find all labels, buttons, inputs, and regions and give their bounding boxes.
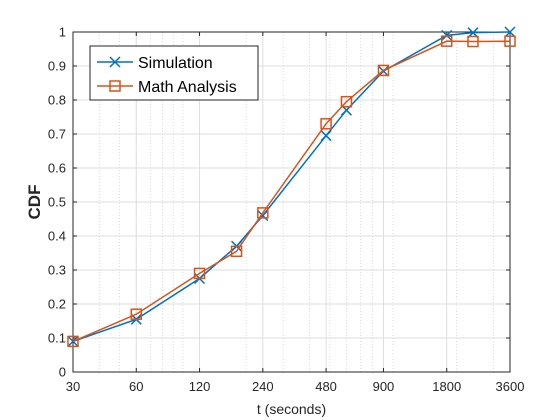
y-tick-label: 0.3 (48, 263, 66, 278)
x-tick-label: 1800 (432, 379, 461, 394)
simulation-point (504, 26, 516, 38)
x-axis-label: t (seconds) (257, 401, 326, 417)
legend: Simulation Math Analysis (89, 45, 259, 101)
x-tick-label: 60 (129, 379, 143, 394)
y-axis-label: CDF (25, 185, 44, 220)
legend-simulation-marker (109, 56, 121, 68)
major-grid (73, 32, 510, 372)
y-tick-label: 1 (59, 25, 66, 40)
math-analysis-point (340, 95, 353, 108)
x-tick-label: 480 (315, 379, 337, 394)
math-analysis-point (257, 207, 269, 219)
simulation-point (441, 29, 453, 41)
math-analysis-point (193, 267, 206, 280)
y-tick-label: 0.6 (48, 161, 66, 176)
math-analysis-point (377, 64, 390, 77)
legend-math-marker (109, 80, 121, 92)
y-tick-label: 0.8 (48, 93, 66, 108)
y-tick-label: 0.1 (48, 331, 66, 346)
x-axis-ticks: 30 60 120 240 480 900 1800 3600 (66, 32, 525, 394)
simulation-point (320, 130, 332, 142)
legend-simulation-label: Simulation (138, 55, 213, 72)
math-analysis-point (320, 118, 332, 130)
math-analysis-point (230, 245, 243, 258)
math-analysis-series-line (72, 40, 511, 343)
series-layer (67, 26, 516, 348)
y-axis-ticks: 0 0.1 0.2 0.3 0.4 0.5 0.6 0.7 0.8 0.9 1 (48, 25, 510, 380)
legend-math-label: Math Analysis (138, 79, 237, 96)
y-tick-label: 0.4 (48, 229, 66, 244)
y-tick-label: 0.9 (48, 59, 66, 74)
x-tick-label: 900 (373, 379, 395, 394)
x-tick-label: 240 (252, 379, 274, 394)
x-tick-label: 120 (189, 379, 211, 394)
x-tick-label: 30 (66, 379, 80, 394)
math-analysis-point (440, 35, 453, 47)
math-analysis-point (504, 35, 516, 47)
math-analysis-point (130, 308, 143, 320)
math-analysis-point (67, 335, 79, 348)
y-tick-label: 0.5 (48, 195, 66, 210)
y-tick-label: 0.7 (48, 127, 66, 142)
math-analysis-point (467, 35, 479, 48)
y-tick-label: 0 (59, 365, 66, 380)
x-tick-label: 3600 (496, 379, 525, 394)
y-tick-label: 0.2 (48, 297, 66, 312)
